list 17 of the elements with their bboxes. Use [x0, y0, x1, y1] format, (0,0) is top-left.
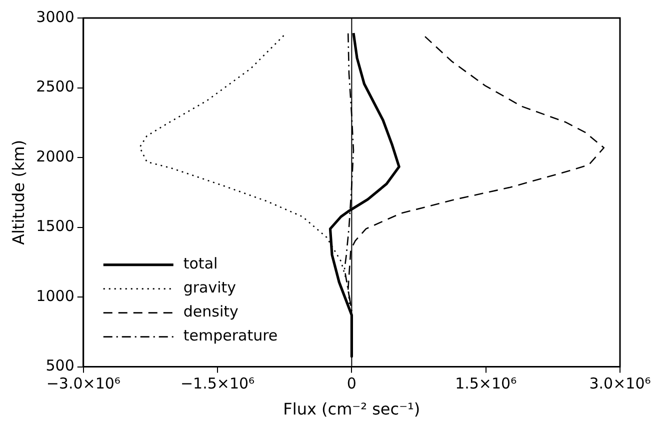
x-tick-label: 1.5×10⁶	[455, 374, 517, 393]
legend-label: gravity	[183, 278, 236, 297]
legend-label: density	[183, 302, 238, 321]
x-axis-title: Flux (cm⁻² sec⁻¹)	[283, 400, 420, 419]
y-tick-label: 2500	[36, 78, 74, 96]
x-tick-label: −1.5×10⁶	[180, 374, 255, 393]
legend-label: total	[183, 254, 218, 273]
x-tick-label: 3.0×10⁶	[589, 374, 651, 393]
y-tick-label: 2000	[36, 147, 74, 166]
y-tick-label: 500	[46, 356, 74, 375]
y-tick-label: 3000	[36, 8, 74, 26]
x-tick-label: 0	[346, 374, 356, 393]
y-tick-label: 1000	[36, 286, 74, 305]
x-tick-label: −3.0×10⁶	[46, 374, 120, 393]
legend-label: temperature	[183, 326, 278, 345]
y-tick-label: 1500	[36, 217, 74, 236]
y-axis-title: Altitude (km)	[8, 140, 28, 245]
